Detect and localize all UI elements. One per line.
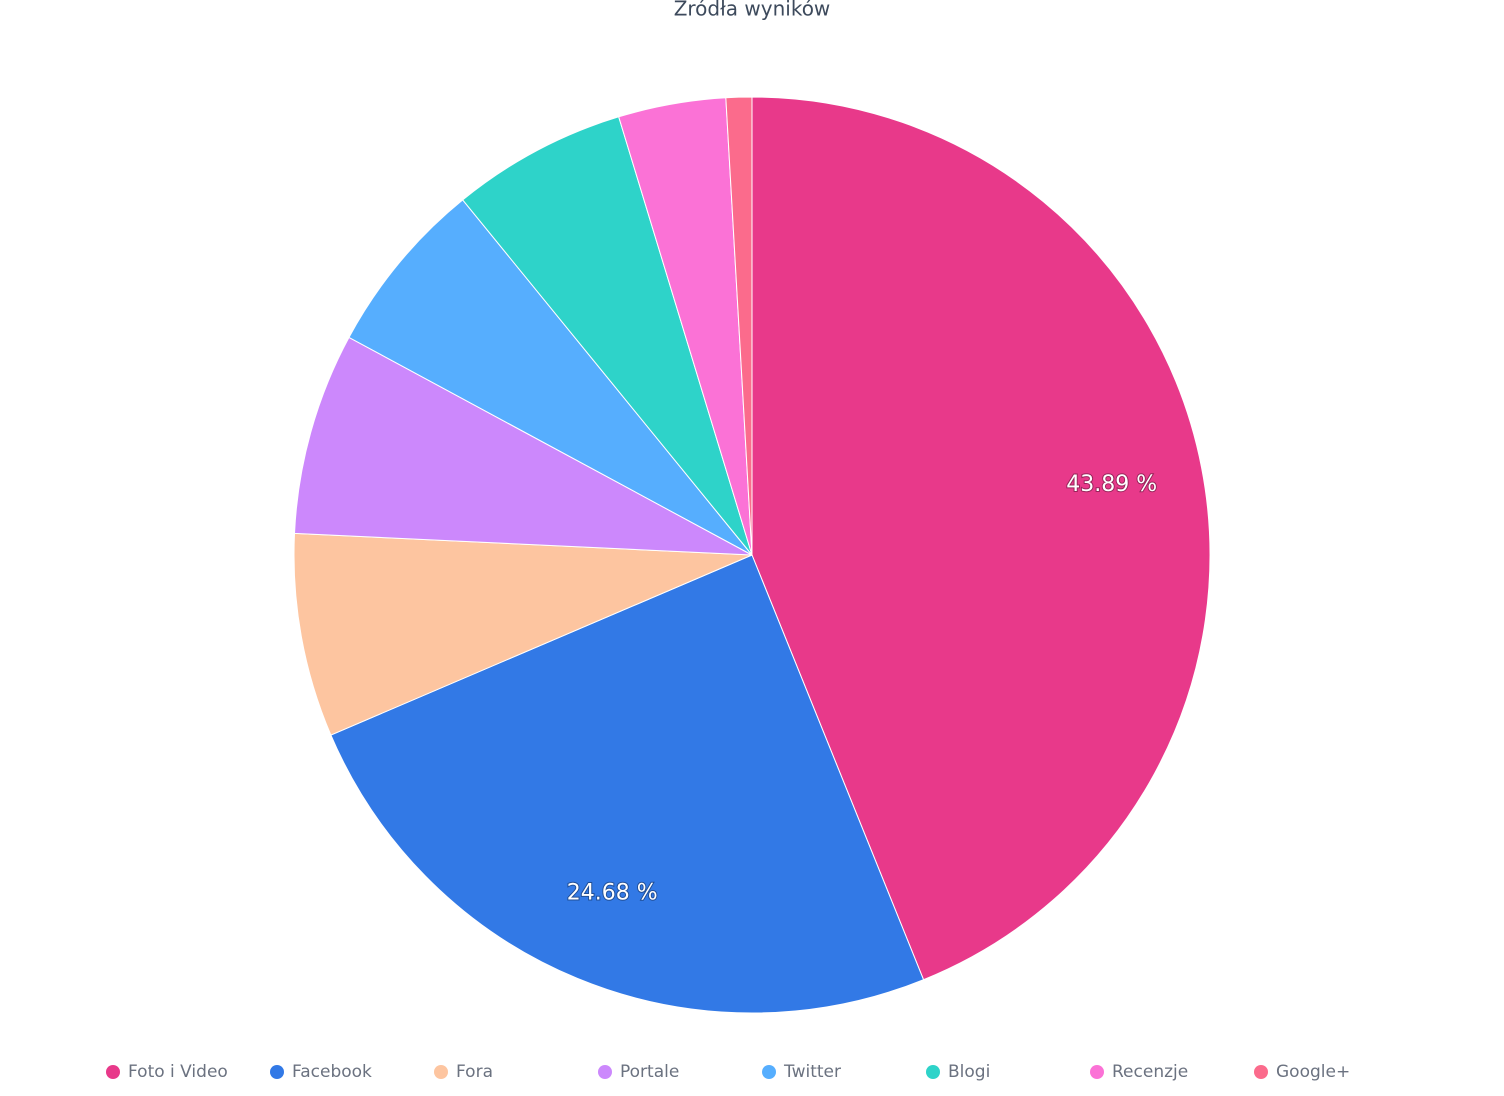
legend-marker[interactable] bbox=[1090, 1065, 1104, 1079]
legend-label[interactable]: Recenzje bbox=[1112, 1062, 1188, 1082]
legend-marker[interactable] bbox=[1254, 1065, 1268, 1079]
legend-marker[interactable] bbox=[434, 1065, 448, 1079]
pie-slice bbox=[293, 336, 753, 556]
legend-marker[interactable] bbox=[926, 1065, 940, 1079]
pie-slice bbox=[330, 554, 925, 1014]
legend-marker[interactable] bbox=[598, 1065, 612, 1079]
legend-label[interactable]: Twitter bbox=[783, 1062, 841, 1082]
legend-label[interactable]: Facebook bbox=[292, 1062, 372, 1082]
legend-marker[interactable] bbox=[106, 1065, 120, 1079]
legend-label[interactable]: Google+ bbox=[1276, 1062, 1350, 1082]
legend-label[interactable]: Portale bbox=[620, 1062, 679, 1082]
data-label: 43.89 % bbox=[1066, 472, 1157, 497]
pie-slice bbox=[725, 96, 753, 556]
legend-label[interactable]: Foto i Video bbox=[128, 1062, 228, 1082]
pie-slice bbox=[348, 199, 753, 556]
data-label: 24.68 % bbox=[567, 881, 658, 906]
legend-label[interactable]: Fora bbox=[456, 1062, 493, 1082]
legend-label[interactable]: Blogi bbox=[948, 1062, 990, 1082]
pie-slice bbox=[462, 116, 753, 556]
pie-slice bbox=[751, 96, 1211, 981]
legend-marker[interactable] bbox=[270, 1065, 284, 1079]
chart-title: Źródła wyników bbox=[674, 0, 831, 21]
legend-marker[interactable] bbox=[762, 1065, 776, 1079]
pie-slice bbox=[293, 532, 753, 736]
